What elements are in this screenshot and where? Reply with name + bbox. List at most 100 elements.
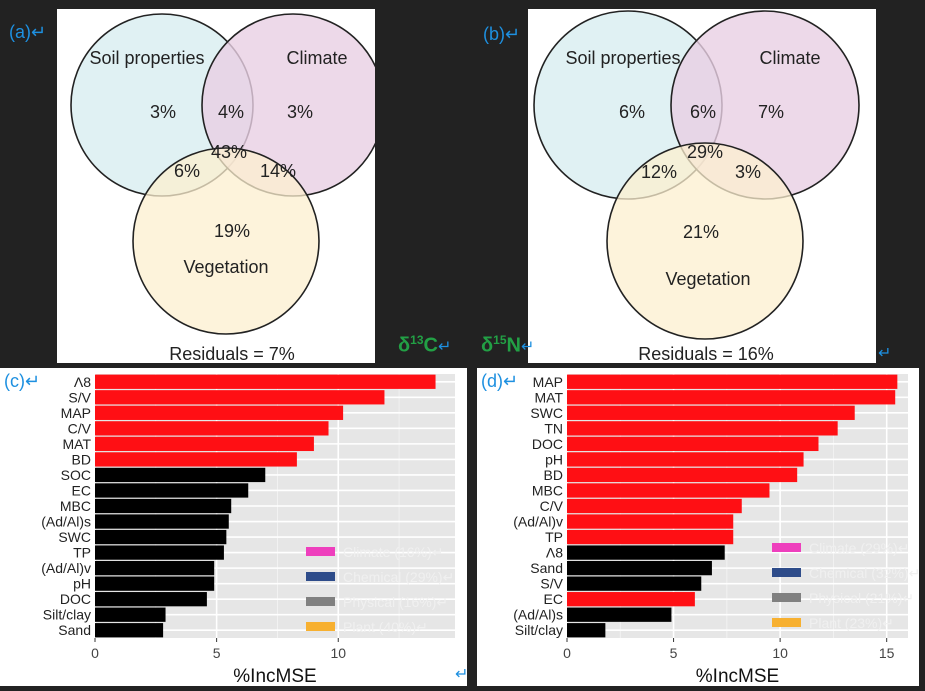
bar (95, 405, 344, 420)
category-label: S/V (540, 576, 563, 592)
category-label: SOC (61, 467, 91, 483)
category-label: SWC (530, 405, 563, 421)
soil-only-value: 3% (150, 102, 176, 122)
category-label: Sand (58, 622, 91, 638)
category-label: MAT (62, 436, 91, 452)
x-axis-title: %IncMSE (233, 666, 316, 686)
legend-swatch (772, 543, 801, 552)
legend-swatch (306, 622, 335, 631)
category-label: Silt/clay (515, 622, 563, 638)
category-label: (Ad/Al)s (513, 607, 563, 623)
category-label: TP (73, 545, 91, 561)
x-tick-label: 10 (330, 645, 346, 661)
legend-swatch (772, 618, 801, 627)
category-label: pH (73, 576, 91, 592)
category-label: Λ8 (74, 374, 91, 390)
iso-element: C (423, 334, 438, 357)
category-label: pH (545, 451, 563, 467)
bar (95, 436, 314, 452)
soil-only-value: 6% (619, 102, 645, 122)
category-label: Λ8 (546, 545, 563, 561)
legend-label: Physical (16%)↵ (343, 594, 448, 610)
category-label: (Ad/Al)v (41, 560, 91, 576)
bar (95, 592, 207, 607)
category-label: EC (544, 591, 563, 607)
soil-climate-value: 4% (218, 102, 244, 122)
vegetation-label: Vegetation (183, 257, 268, 277)
x-tick-label: 5 (670, 645, 678, 661)
legend-swatch (306, 597, 335, 606)
climate-veg-value: 3% (735, 162, 761, 182)
iso-mass: 15 (493, 333, 507, 347)
bar (567, 498, 742, 514)
all-value: 29% (687, 142, 723, 162)
bar (567, 529, 734, 545)
bar (567, 421, 838, 436)
category-label: (Ad/Al)v (513, 514, 563, 530)
bar (567, 374, 898, 389)
bar (95, 483, 249, 498)
legend-label: Chemical (29%)↵ (343, 569, 454, 585)
bar (95, 452, 297, 467)
legend-label: Physical (21%)↵ (809, 590, 914, 606)
legend-label: Plant (40%)↵ (343, 619, 428, 635)
legend-label: Climate (29%)↵ (809, 540, 909, 556)
x-tick-label: 10 (772, 645, 788, 661)
category-label: MAT (534, 389, 563, 405)
x-tick-label: 0 (91, 645, 99, 661)
legend-swatch (306, 572, 335, 581)
panel-tag-b: (b)↵ (483, 24, 521, 44)
legend-swatch (306, 547, 335, 556)
category-label: TN (544, 420, 563, 436)
category-label: Silt/clay (43, 607, 91, 623)
legend-label: Climate (16%)↵ (343, 544, 443, 560)
residuals-label: Residuals = 16% (638, 344, 774, 363)
vegetation-circle (132, 147, 320, 335)
isotope-label-n15: δ15N↵ (481, 333, 534, 358)
bar-panel-c: Λ8 S/V MAP C/V MAT BD SOC EC MBC (Ad/Al)s SWC TP (Ad… (0, 368, 467, 687)
category-label: Sand (530, 560, 563, 576)
venn-diagram-b: Soil properties Climate Vegetation 6% 6%… (533, 10, 860, 364)
x-tick-label: 5 (213, 645, 221, 661)
bar (567, 452, 804, 467)
vegetation-label: Vegetation (665, 269, 750, 289)
category-label: C/V (68, 420, 92, 436)
bar (95, 514, 229, 529)
bar (567, 592, 695, 607)
panel-tag: (c)↵ (4, 371, 40, 391)
x-tick-label: 15 (879, 645, 895, 661)
iso-prefix: δ (481, 334, 494, 357)
isotope-label-c13: δ13C↵ (398, 333, 451, 358)
climate-only-value: 7% (758, 102, 784, 122)
x-axis-title: %IncMSE (696, 666, 779, 686)
category-label: TP (545, 529, 563, 545)
soil-label: Soil properties (89, 48, 204, 68)
climate-label: Climate (286, 48, 347, 68)
bar (95, 390, 385, 405)
category-label: BD (72, 451, 91, 467)
bar (95, 607, 166, 622)
legend-label: Plant (23%)↵ (809, 615, 894, 631)
bar (567, 405, 855, 420)
bar-panel-d: MAP MAT SWC TN DOC pH BD MBC C/V (Ad/Al)v TP Λ8 Sand… (477, 368, 920, 687)
legend-swatch (772, 568, 801, 577)
venn-diagram-a: Soil properties Climate Vegetation 3% 4%… (70, 13, 385, 364)
iso-prefix: δ (398, 334, 411, 357)
venn-panel-b: Soil properties Climate Vegetation 6% 6%… (528, 9, 876, 364)
bar (567, 560, 712, 576)
bar (567, 623, 606, 638)
bar (95, 421, 329, 436)
bar (95, 529, 227, 545)
importance-chart-d: MAPMATSWCTNDOCpHBDMBCC/V(Ad/Al)vTPΛ8Sand… (481, 371, 920, 687)
category-label: MBC (532, 482, 563, 498)
climate-veg-value: 14% (260, 161, 296, 181)
return-mark-c: ↵ (455, 666, 469, 683)
bar (567, 576, 702, 591)
iso-mass: 13 (410, 333, 424, 347)
category-label: S/V (68, 389, 91, 405)
veg-only-value: 19% (214, 221, 250, 241)
return-mark: ↵ (878, 345, 892, 362)
bar (567, 390, 896, 405)
soil-climate-value: 6% (690, 102, 716, 122)
category-label: SWC (58, 529, 91, 545)
